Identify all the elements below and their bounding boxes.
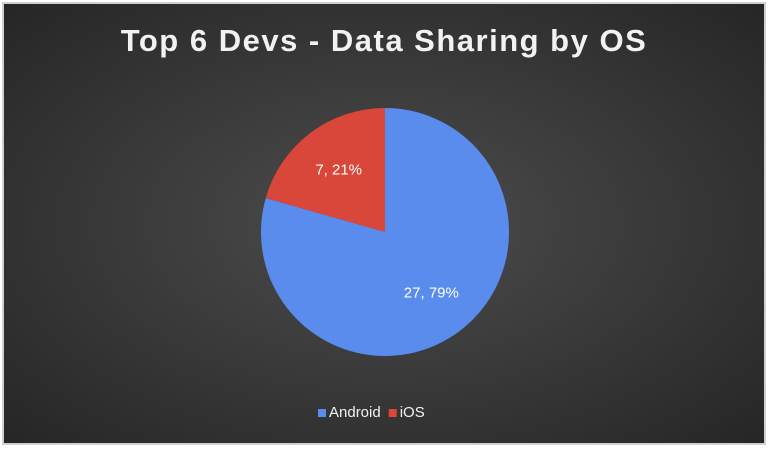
legend-label: Android: [329, 404, 381, 421]
pie-slice: [265, 108, 385, 232]
legend-swatch: [388, 409, 397, 417]
pie-slice: [261, 108, 509, 356]
legend-label: iOS: [400, 404, 425, 421]
data-label: 7, 21%: [315, 162, 362, 179]
chart-title: Top 6 Devs - Data Sharing by OS: [121, 23, 648, 58]
legend-swatch: [318, 409, 326, 417]
data-label: 27, 79%: [404, 284, 459, 301]
